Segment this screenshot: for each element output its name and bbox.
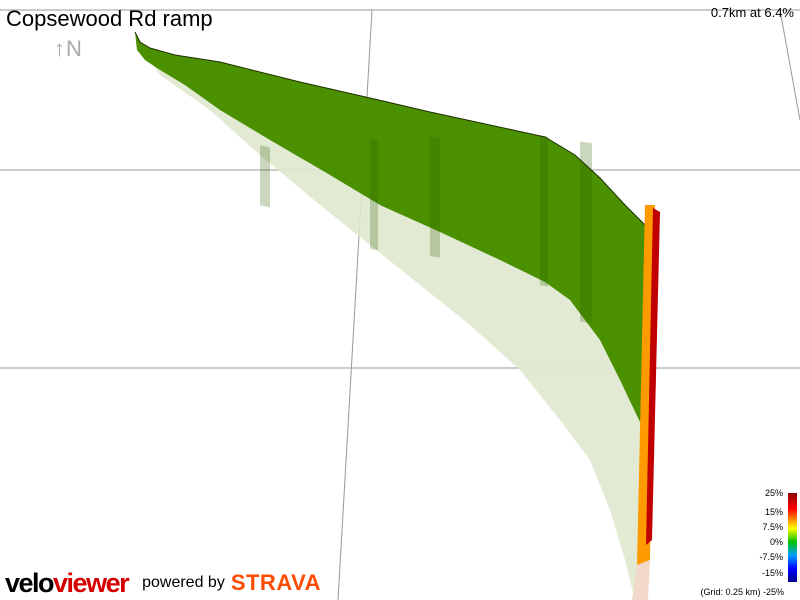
- legend-label: 25%: [764, 488, 783, 498]
- grid-scale-note: (Grid: 0.25 km) -25%: [700, 587, 784, 597]
- logo-part1: velo: [5, 567, 55, 598]
- gradient-legend: 25% 15% 7.5% 0% -7.5% -15%: [730, 488, 800, 600]
- segment-stats: 0.7km at 6.4%: [710, 5, 794, 20]
- strava-logo[interactable]: STRAVA: [230, 570, 321, 595]
- grid-lines: [0, 9, 800, 600]
- powered-by-text: powered by: [142, 574, 225, 591]
- gradient-color-bar: [788, 493, 797, 582]
- ramp-shadow: [632, 560, 650, 600]
- profile-side-face: [135, 32, 645, 422]
- segment-title: Copsewood Rd ramp: [6, 6, 213, 31]
- legend-label: 0%: [769, 537, 783, 547]
- veloviewer-logo[interactable]: veloviewer: [5, 567, 130, 599]
- footer-branding: veloviewer powered by STRAVA: [5, 568, 321, 598]
- legend-label: -7.5%: [759, 552, 783, 562]
- logo-part2: viewer: [53, 567, 130, 598]
- profile-top-edge: [134, 31, 646, 226]
- profile-stripes: [260, 135, 592, 324]
- grid-line: [779, 9, 800, 121]
- ramp-edge: [646, 208, 660, 545]
- legend-label: 15%: [764, 507, 783, 517]
- legend-label: -15%: [761, 568, 783, 578]
- legend-label: 7.5%: [762, 522, 783, 532]
- north-arrow-icon[interactable]: ↑N: [54, 36, 83, 61]
